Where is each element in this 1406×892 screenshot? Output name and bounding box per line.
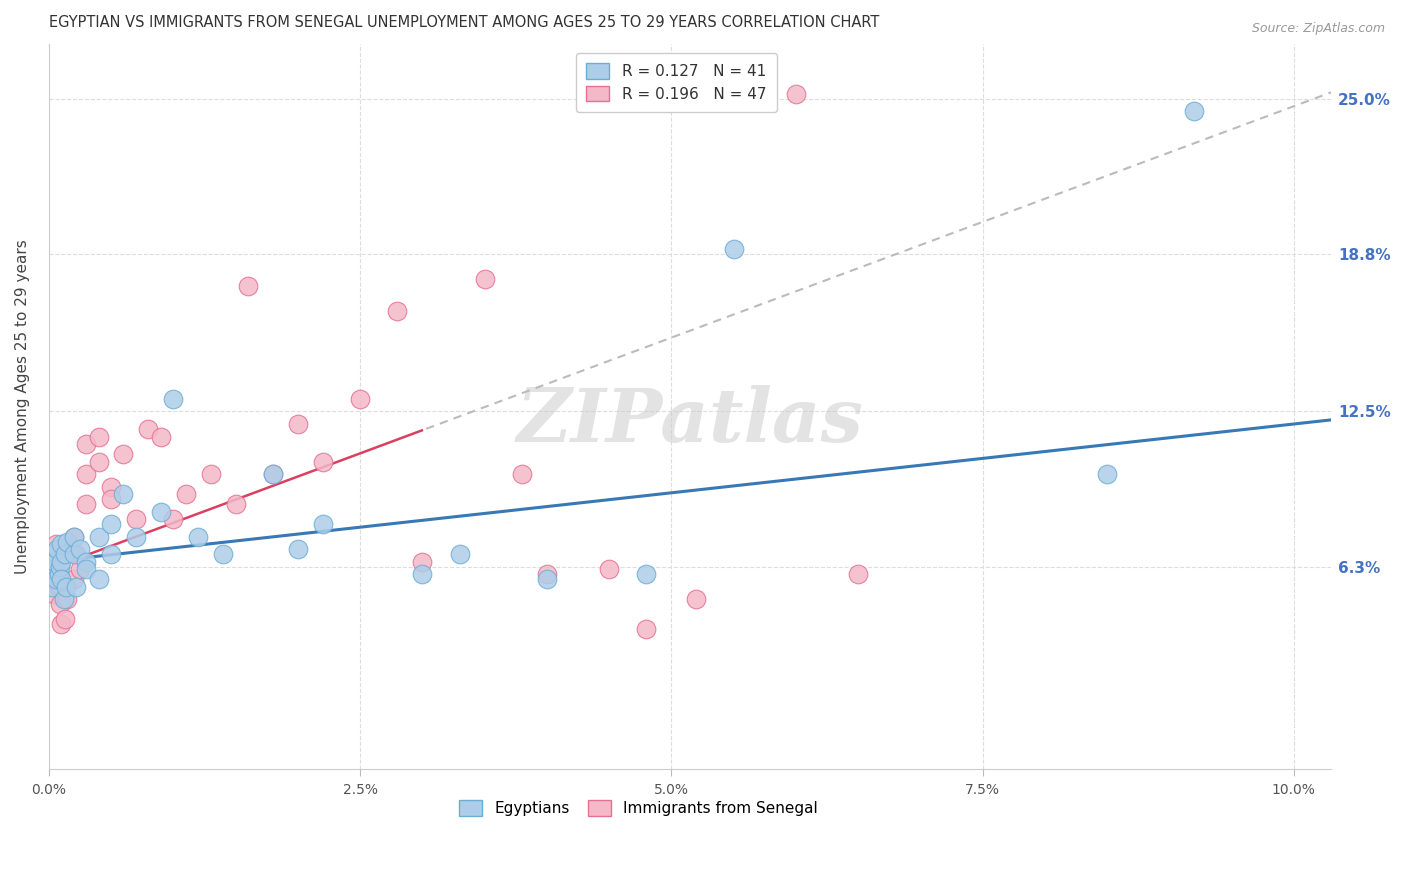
Point <box>45 572 67 586</box>
Point <box>65 547 87 561</box>
Point <box>200 467 222 481</box>
Point <box>39 547 62 561</box>
Point <box>536 572 558 586</box>
Point <box>287 417 309 431</box>
Point <box>51 537 73 551</box>
Point <box>48 567 70 582</box>
Point <box>225 497 247 511</box>
Point <box>187 530 209 544</box>
Text: Source: ZipAtlas.com: Source: ZipAtlas.com <box>1251 22 1385 36</box>
Point <box>75 555 97 569</box>
Point <box>100 517 122 532</box>
Point <box>49 597 72 611</box>
Point <box>45 537 67 551</box>
Point <box>598 562 620 576</box>
Point <box>149 429 172 443</box>
Point <box>262 467 284 481</box>
Point <box>69 562 91 576</box>
Point <box>62 530 84 544</box>
Point <box>53 547 76 561</box>
Point <box>311 517 333 532</box>
Point <box>65 580 87 594</box>
Point <box>62 572 84 586</box>
Point <box>785 87 807 101</box>
Point <box>75 437 97 451</box>
Point <box>49 559 72 574</box>
Point <box>125 512 148 526</box>
Legend: Egyptians, Immigrants from Senegal: Egyptians, Immigrants from Senegal <box>449 789 828 827</box>
Y-axis label: Unemployment Among Ages 25 to 29 years: Unemployment Among Ages 25 to 29 years <box>15 239 30 574</box>
Point <box>46 567 69 582</box>
Point <box>162 512 184 526</box>
Point <box>162 392 184 406</box>
Point <box>411 567 433 582</box>
Point <box>236 279 259 293</box>
Point <box>75 497 97 511</box>
Point <box>685 592 707 607</box>
Point <box>112 487 135 501</box>
Point <box>723 242 745 256</box>
Point <box>212 547 235 561</box>
Point <box>1095 467 1118 481</box>
Point <box>311 454 333 468</box>
Point <box>846 567 869 582</box>
Point <box>56 592 79 607</box>
Point <box>125 530 148 544</box>
Point <box>48 580 70 594</box>
Point <box>51 580 73 594</box>
Point <box>55 580 77 594</box>
Point <box>39 555 62 569</box>
Point <box>62 547 84 561</box>
Text: EGYPTIAN VS IMMIGRANTS FROM SENEGAL UNEMPLOYMENT AMONG AGES 25 TO 29 YEARS CORRE: EGYPTIAN VS IMMIGRANTS FROM SENEGAL UNEM… <box>49 15 879 30</box>
Point <box>1182 104 1205 119</box>
Point <box>87 530 110 544</box>
Point <box>51 617 73 632</box>
Point <box>51 572 73 586</box>
Point <box>174 487 197 501</box>
Point <box>41 572 63 586</box>
Point <box>287 542 309 557</box>
Point <box>262 467 284 481</box>
Point <box>411 555 433 569</box>
Point <box>349 392 371 406</box>
Point <box>100 491 122 506</box>
Point <box>149 505 172 519</box>
Point <box>449 547 471 561</box>
Point <box>51 555 73 569</box>
Point <box>100 547 122 561</box>
Text: ZIPatlas: ZIPatlas <box>516 384 863 458</box>
Point <box>87 454 110 468</box>
Point <box>387 304 409 318</box>
Point <box>52 547 75 561</box>
Point <box>42 562 65 576</box>
Point <box>52 592 75 607</box>
Point <box>44 547 66 561</box>
Point <box>536 567 558 582</box>
Point <box>56 534 79 549</box>
Point <box>474 272 496 286</box>
Point <box>510 467 533 481</box>
Point <box>42 587 65 601</box>
Point <box>41 580 63 594</box>
Point <box>138 422 160 436</box>
Point <box>53 612 76 626</box>
Point <box>69 542 91 557</box>
Point <box>100 479 122 493</box>
Point <box>636 567 658 582</box>
Point <box>75 562 97 576</box>
Point <box>44 555 66 569</box>
Point <box>87 429 110 443</box>
Point <box>62 530 84 544</box>
Point <box>87 572 110 586</box>
Point <box>636 622 658 636</box>
Point <box>46 542 69 557</box>
Point <box>112 447 135 461</box>
Point <box>75 467 97 481</box>
